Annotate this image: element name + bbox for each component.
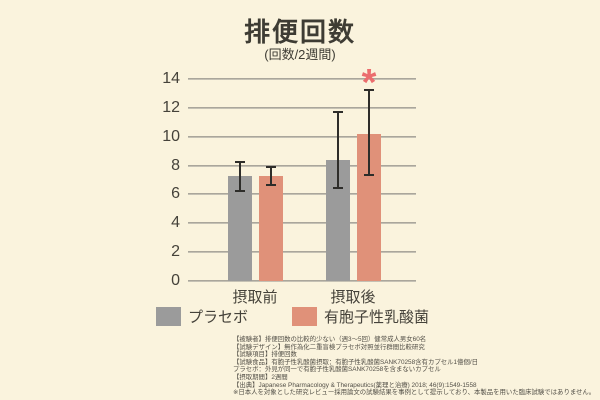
legend-swatch-placebo (156, 307, 181, 326)
gridline-12 (188, 106, 416, 109)
chart-title: 排便回数 (243, 17, 356, 47)
bar-lactobacillus-before (258, 175, 283, 281)
gridline-6 (188, 193, 416, 196)
legend-label-lactobacillus: 有胞子性乳酸菌 (324, 309, 430, 326)
chart-subtitle: (回数/2週間) (264, 47, 336, 62)
error-bar-lactobacillus-before (265, 165, 276, 186)
bar-placebo-before (227, 175, 252, 281)
error-bar-placebo-before (234, 161, 245, 192)
y-tick-label-0: 0 (171, 272, 180, 289)
gridline-14 (188, 78, 416, 80)
legend-label-placebo: プラセボ (188, 309, 249, 326)
y-tick-label-4: 4 (171, 214, 180, 232)
y-tick-label-14: 14 (162, 70, 180, 87)
footnotes: 【被験者】排便回数の比較的少ない（週3〜5回）健常成人男女60名 【試験デザイン】… (233, 336, 595, 397)
footnote-line-1: 【被験者】排便回数の比較的少ない（週3〜5回）健常成人男女60名 (233, 336, 427, 343)
footnote-line-5: プラセボ：外見が同一で有胞子性乳酸菌SANK70258を含まないカプセル (233, 366, 441, 374)
significance-asterisk: * (361, 62, 377, 104)
footnote-line-8: ※日本人を対象とした研究レビュー採用論文の試験結果を事例として提示しており、本製… (233, 389, 596, 397)
footnote-line-3: 【試験項目】排便回数 (233, 351, 297, 359)
y-tick-label-8: 8 (171, 156, 180, 174)
y-tick-label-10: 10 (162, 127, 180, 145)
x-axis-label-before: 摂取前 (232, 289, 278, 306)
legend-swatch-lactobacillus (292, 307, 318, 326)
error-bar-placebo-after (332, 110, 343, 189)
footnote-line-2: 【試験デザイン】無作為化二重盲検プラセボ対照並行群間比較研究 (233, 343, 425, 351)
legend: プラセボ 有胞子性乳酸菌 (156, 306, 429, 327)
legend-item-placebo: プラセボ (156, 306, 248, 327)
footnote-line-4: 【試験食品】有胞子性乳酸菌摂取：有胞子性乳酸菌SANK70258含有カプセル1億… (233, 358, 479, 366)
legend-item-lactobacillus: 有胞子性乳酸菌 (292, 306, 429, 327)
gridline-4 (188, 222, 416, 225)
gridline-8 (188, 164, 416, 167)
error-bar-lactobacillus-after (363, 89, 374, 176)
gridline-2 (188, 251, 416, 254)
gridline-10 (188, 135, 416, 138)
bar-chart-plot: 0 2 4 6 8 10 12 14 摂取前 摂取後 * (162, 64, 416, 306)
y-tick-label-12: 12 (162, 98, 180, 116)
footnote-line-7: 【出典】Japanese Pharmacology & Therapeutics… (233, 381, 477, 389)
y-tick-label-6: 6 (171, 185, 180, 203)
gridline-0 (188, 280, 416, 282)
footnote-line-6: 【摂取期間】2週間 (233, 373, 288, 381)
x-axis-label-after: 摂取後 (330, 289, 376, 306)
y-tick-label-2: 2 (171, 243, 180, 261)
